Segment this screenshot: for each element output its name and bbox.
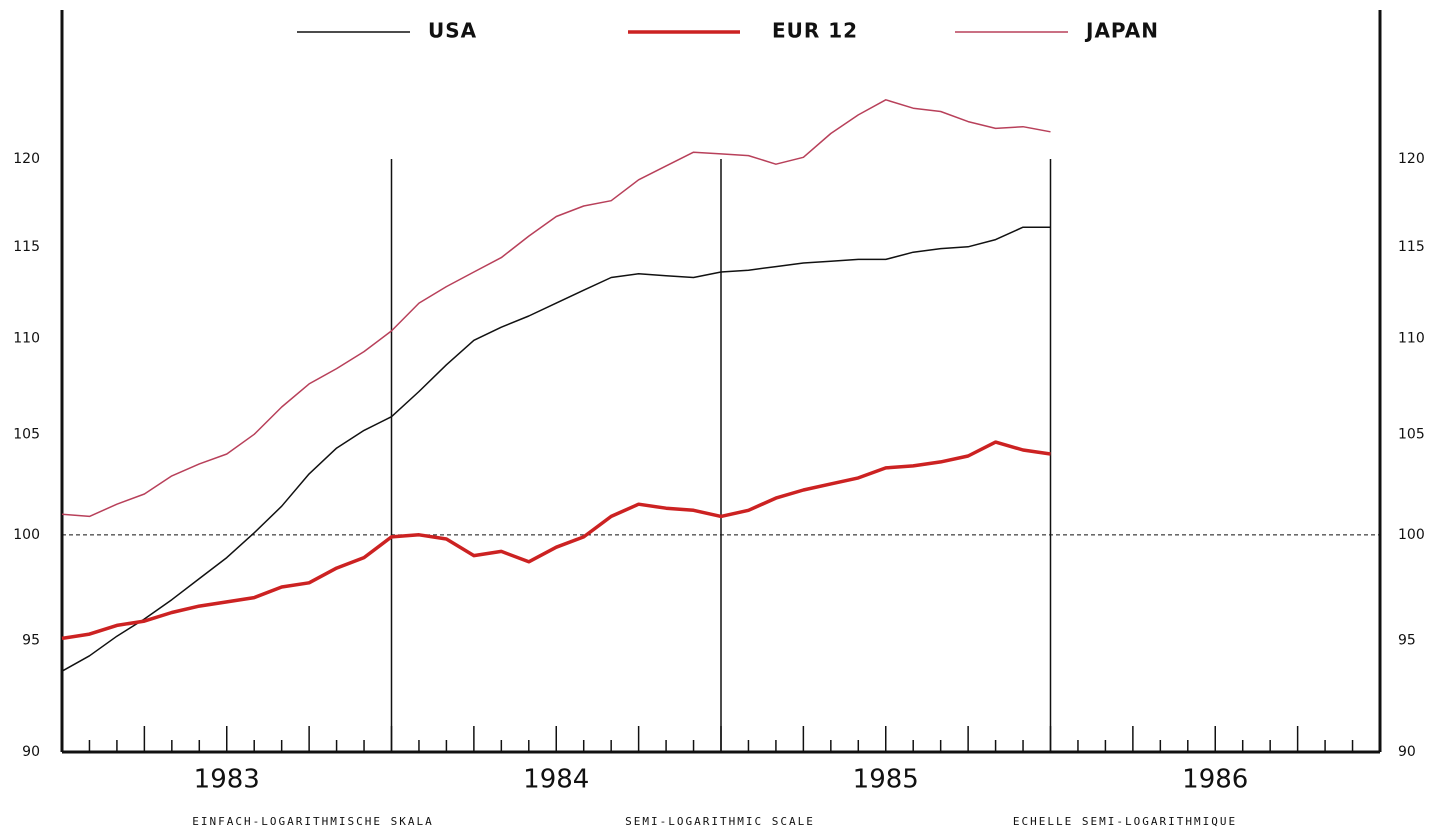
y-tick-label-right: 115 [1398, 239, 1425, 255]
y-tick-label: 90 [22, 744, 40, 760]
footer-fr: ECHELLE SEMI-LOGARITHMIQUE [1013, 815, 1237, 828]
x-tick-label: 1985 [853, 765, 919, 795]
footer-de: EINFACH-LOGARITHMISCHE SKALA [192, 815, 433, 828]
x-tick-label: 1984 [523, 765, 589, 795]
y-tick-label-right: 95 [1398, 633, 1416, 649]
series-line [61, 440, 1051, 641]
y-tick-label-right: 110 [1398, 330, 1425, 346]
y-tick-label: 115 [13, 239, 40, 255]
series-line [61, 99, 1051, 518]
series-line [61, 226, 1051, 672]
y-tick-label-right: 120 [1398, 151, 1425, 167]
y-tick-label: 110 [13, 330, 40, 346]
y-tick-label: 100 [13, 527, 40, 543]
y-tick-label: 95 [22, 633, 40, 649]
y-tick-label: 120 [13, 151, 40, 167]
legend-label: EUR 12 [772, 19, 858, 43]
x-tick-label: 1986 [1182, 765, 1248, 795]
y-tick-label-right: 100 [1398, 527, 1425, 543]
x-tick-label: 1983 [194, 765, 260, 795]
legend-label: JAPAN [1084, 19, 1159, 43]
y-tick-label: 105 [13, 426, 40, 442]
footer-en: SEMI-LOGARITHMIC SCALE [625, 815, 815, 828]
y-tick-label-right: 90 [1398, 744, 1416, 760]
legend-label: USA [428, 19, 477, 43]
y-tick-label-right: 105 [1398, 426, 1425, 442]
